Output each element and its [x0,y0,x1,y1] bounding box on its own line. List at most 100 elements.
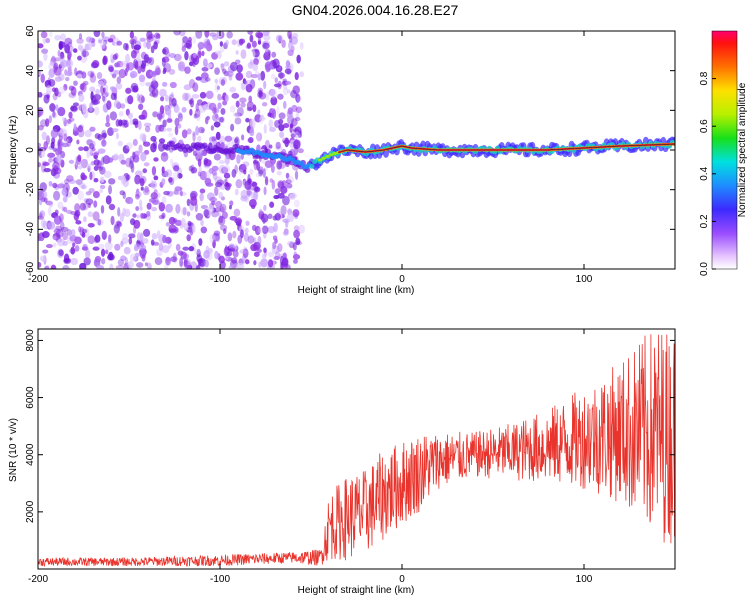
noise-point [235,100,240,108]
noise-point [94,236,98,244]
noise-point [287,49,294,57]
noise-point [248,198,257,208]
y-tick-label: 2000 [25,500,36,523]
noise-point [78,146,84,152]
noise-point [137,66,142,74]
noise-point [168,68,176,75]
noise-point [243,232,249,243]
x-tick-label: -200 [28,574,48,585]
noise-point [204,31,210,38]
noise-point [50,141,55,149]
noise-point [108,66,114,73]
noise-point [47,206,52,216]
noise-point [90,91,94,102]
noise-point [182,207,187,216]
noise-point [105,114,110,124]
noise-point [200,219,204,227]
noise-point [281,257,289,267]
noise-point [217,93,222,101]
noise-point [218,116,224,123]
noise-point [81,184,87,190]
noise-point [200,72,209,80]
noise-point [52,147,57,152]
noise-point [125,174,131,181]
noise-point [169,53,177,59]
noise-point [250,73,259,79]
colorbar: 0.0 0.2 0.4 0.6 0.8 Normalized spectral ampl… [699,30,748,276]
snr-y-ticks: 2000 4000 6000 8000 [25,329,675,523]
noise-point [57,201,64,209]
noise-point [177,250,184,256]
noise-point [248,95,253,103]
noise-point [193,248,201,254]
noise-point [160,151,169,162]
noise-point [161,212,166,219]
noise-point [212,239,216,249]
noise-point [77,55,82,61]
noise-point [112,54,118,61]
noise-point [247,235,255,244]
noise-point [234,188,239,196]
noise-point [235,50,239,55]
noise-point [90,71,94,79]
noise-point [173,189,179,195]
noise-point [105,195,112,205]
noise-point [108,178,116,185]
noise-point [86,149,91,159]
noise-point [80,185,86,190]
noise-point [133,44,141,51]
noise-point [62,195,68,203]
noise-point [152,139,158,150]
noise-point [274,188,281,194]
noise-point [223,70,230,77]
noise-point [282,231,289,236]
noise-point [197,42,205,50]
noise-point [216,85,220,90]
noise-point [249,118,256,129]
noise-point [203,250,210,259]
noise-point [239,249,247,254]
noise-point [262,42,270,49]
noise-point [81,71,87,79]
noise-point [152,111,159,118]
noise-point [204,77,211,82]
noise-point [220,142,225,149]
noise-point [88,188,95,193]
noise-point [195,125,200,136]
noise-point [193,113,198,119]
noise-point [40,255,46,262]
noise-point [146,40,151,50]
noise-point [214,82,220,93]
x-tick-label: -100 [210,274,230,285]
noise-point [90,99,99,106]
noise-point [213,230,221,237]
noise-point [64,37,73,45]
noise-point [218,215,224,224]
noise-point [162,234,167,244]
noise-point [138,144,143,154]
noise-point [290,133,296,138]
noise-point [39,182,48,192]
noise-point [236,64,243,73]
noise-point [66,175,74,182]
noise-point [249,128,255,137]
noise-point [169,228,178,233]
noise-point [45,264,50,269]
noise-point [38,91,41,98]
noise-point [157,111,163,117]
noise-point [294,72,299,81]
noise-point [286,89,291,94]
noise-point [132,138,138,146]
noise-point [142,237,149,244]
noise-point [81,232,86,238]
noise-point [55,229,64,238]
noise-point [276,160,283,170]
noise-point [116,76,122,84]
noise-point [116,40,123,46]
noise-point [63,258,71,265]
noise-point [112,128,119,133]
noise-point [163,62,172,73]
noise-point [197,258,204,264]
noise-point [66,59,71,68]
noise-point [143,162,150,167]
